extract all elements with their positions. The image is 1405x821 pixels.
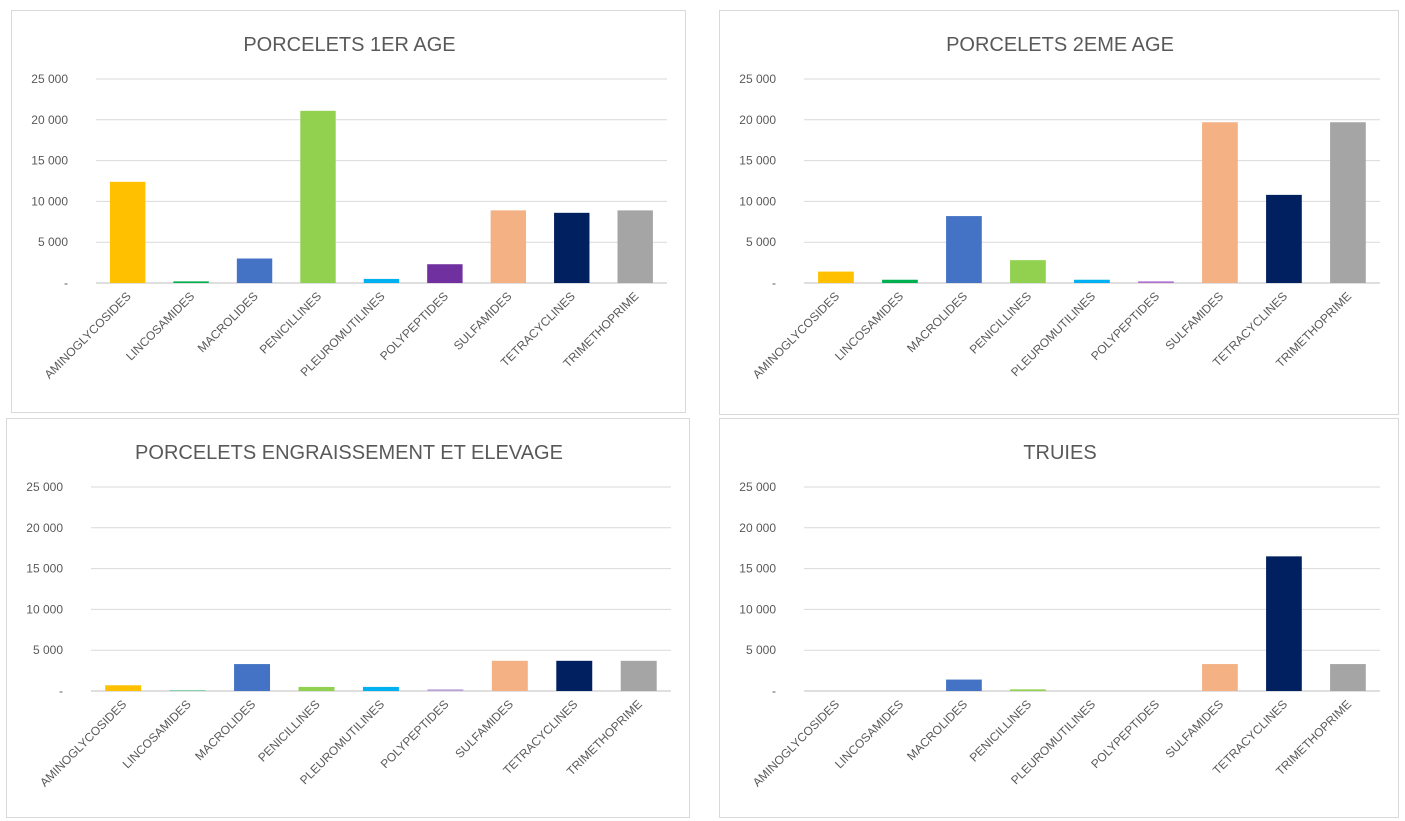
x-tick-label: SULFAMIDES	[451, 289, 515, 353]
x-tick-label: SULFAMIDES	[1162, 697, 1226, 761]
chart-title: PORCELETS 2EME AGE	[946, 34, 1174, 56]
bar	[490, 210, 527, 283]
x-tick-label: AMINOGLYCOSIDES	[37, 697, 129, 789]
y-tick-label: -	[59, 684, 63, 698]
y-tick-label: -	[772, 684, 776, 698]
bar	[363, 278, 400, 283]
y-tick-label: 5 000	[746, 235, 776, 249]
bar	[427, 689, 464, 691]
bar	[1010, 689, 1046, 691]
bar	[362, 686, 399, 691]
y-tick-label: -	[64, 276, 68, 290]
y-tick-label: 20 000	[31, 113, 68, 127]
bar	[556, 660, 593, 691]
bar	[1138, 281, 1174, 283]
bar	[1266, 556, 1302, 691]
bar	[1266, 194, 1302, 283]
bar	[1330, 664, 1366, 691]
y-tick-label: 10 000	[739, 194, 776, 208]
x-tick-label: MACROLIDES	[195, 289, 261, 355]
x-tick-label: AMINOGLYCOSIDES	[750, 289, 842, 381]
x-tick-label: POLYPEPTIDES	[377, 289, 451, 363]
bar	[427, 264, 463, 283]
y-tick-label: 5 000	[33, 643, 63, 657]
chart-title: PORCELETS 1ER AGE	[243, 34, 455, 56]
bar	[173, 281, 209, 283]
y-tick-label: 10 000	[739, 602, 776, 616]
x-tick-label: PENICILLINES	[967, 697, 1034, 764]
x-tick-label: POLYPEPTIDES	[1088, 697, 1162, 771]
y-tick-label: 25 000	[739, 480, 776, 494]
y-tick-label: 5 000	[38, 235, 68, 249]
y-tick-label: 15 000	[26, 562, 63, 576]
bar	[882, 279, 918, 283]
x-tick-label: AMINOGLYCOSIDES	[42, 289, 134, 381]
x-tick-label: SULFAMIDES	[1162, 289, 1226, 353]
y-tick-label: 20 000	[739, 521, 776, 535]
x-tick-label: SULFAMIDES	[452, 697, 516, 761]
bar	[491, 660, 528, 691]
bar	[617, 210, 653, 283]
bar	[300, 110, 336, 283]
bar	[105, 685, 142, 691]
x-tick-label: PENICILLINES	[967, 289, 1034, 356]
y-tick-label: 10 000	[26, 602, 63, 616]
y-tick-label: 5 000	[746, 643, 776, 657]
bar	[298, 686, 335, 691]
chart: TRUIES - 5 000 10 000 15 000 20 000 25 000 AMIN…	[719, 418, 1399, 818]
x-tick-label: MACROLIDES	[904, 697, 970, 763]
y-tick-label: 20 000	[26, 521, 63, 535]
bar	[620, 660, 657, 691]
bar	[1202, 664, 1238, 691]
y-tick-label: 25 000	[739, 72, 776, 86]
x-tick-label: PENICILLINES	[255, 697, 322, 764]
bar	[234, 664, 271, 691]
chart-title: PORCELETS ENGRAISSEMENT ET ELEVAGE	[135, 442, 563, 464]
x-tick-label: LINCOSAMIDES	[123, 289, 197, 363]
y-tick-label: -	[772, 276, 776, 290]
bar	[946, 679, 982, 691]
chart-title: TRUIES	[1023, 442, 1096, 464]
chart: PORCELETS 1ER AGE - 5 000 10 000 15 000 20 00…	[11, 10, 686, 413]
x-tick-label: PENICILLINES	[257, 289, 324, 356]
bar	[1202, 122, 1238, 283]
y-tick-label: 25 000	[31, 72, 68, 86]
y-tick-label: 20 000	[739, 113, 776, 127]
bar	[236, 258, 273, 283]
y-tick-label: 15 000	[739, 154, 776, 168]
y-tick-label: 15 000	[31, 154, 68, 168]
x-tick-label: POLYPEPTIDES	[378, 697, 452, 771]
bar	[554, 212, 590, 283]
bar	[1074, 279, 1110, 283]
bar	[109, 181, 146, 283]
bar	[1330, 122, 1366, 283]
y-tick-label: 10 000	[31, 194, 68, 208]
bar	[169, 690, 206, 691]
y-tick-label: 25 000	[26, 480, 63, 494]
bar	[818, 271, 854, 283]
chart: PORCELETS ENGRAISSEMENT ET ELEVAGE - 5 000…	[6, 418, 690, 818]
x-tick-label: LINCOSAMIDES	[832, 697, 906, 771]
y-tick-label: 15 000	[739, 562, 776, 576]
x-tick-label: MACROLIDES	[904, 289, 970, 355]
chart: PORCELETS 2EME AGE - 5 000 10 000 15 000 20 0…	[719, 10, 1399, 415]
x-tick-label: POLYPEPTIDES	[1088, 289, 1162, 363]
x-tick-label: LINCOSAMIDES	[120, 697, 194, 771]
bar	[946, 216, 982, 283]
x-tick-label: MACROLIDES	[192, 697, 258, 763]
bar	[1010, 260, 1046, 283]
x-tick-label: LINCOSAMIDES	[832, 289, 906, 363]
x-tick-label: AMINOGLYCOSIDES	[750, 697, 842, 789]
